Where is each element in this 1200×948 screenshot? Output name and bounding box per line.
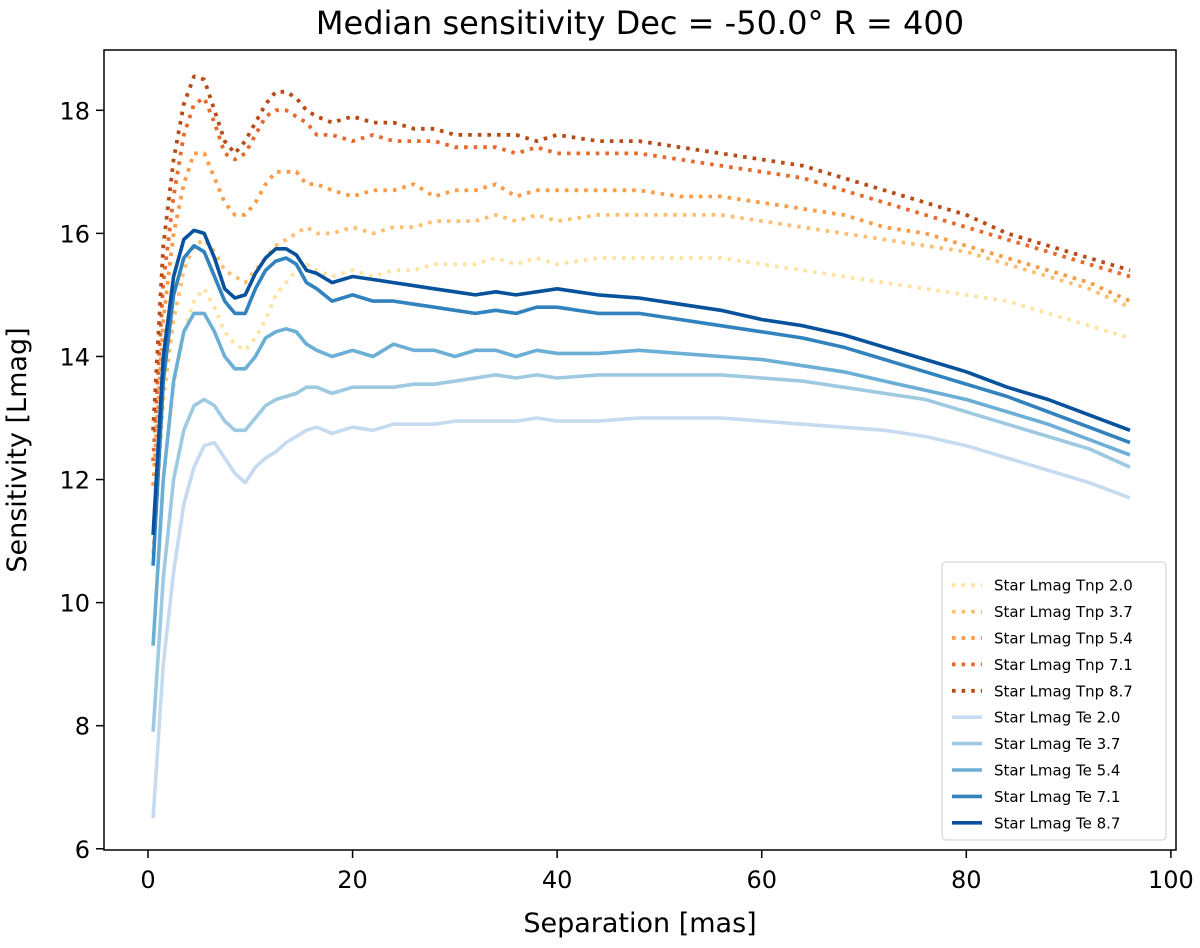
legend-entry: Star Lmag Tnp 5.4 (994, 630, 1133, 648)
plot-lines (151, 74, 1131, 819)
series-line-6 (151, 416, 1131, 819)
series-line-8 (151, 311, 1131, 646)
legend-entry: Star Lmag Tnp 2.0 (994, 577, 1133, 595)
legend-entry: Star Lmag Te 8.7 (994, 814, 1120, 832)
y-tick-label: 16 (59, 220, 90, 248)
legend-entry: Star Lmag Te 7.1 (994, 788, 1120, 806)
plot-frame (103, 49, 1177, 851)
y-tick-label: 6 (75, 836, 90, 864)
series-line-5 (151, 74, 1131, 431)
series-line-7 (151, 373, 1131, 732)
legend-entry: Star Lmag Te 2.0 (994, 709, 1120, 727)
legend: Star Lmag Tnp 2.0 Star Lmag Tnp 3.7 Star L… (941, 561, 1167, 841)
y-tick-label: 10 (59, 590, 90, 618)
x-axis-ticks: 0 20 40 60 80 100 (140, 850, 1194, 894)
y-tick-label: 12 (59, 467, 90, 495)
legend-entry: Star Lmag Te 5.4 (994, 762, 1120, 780)
series-line-10 (151, 228, 1131, 536)
y-tick-label: 14 (59, 343, 90, 371)
x-tick-label: 40 (542, 866, 573, 894)
y-tick-label: 8 (75, 713, 90, 741)
x-axis-label: Separation [mas] (523, 908, 756, 939)
legend-box (941, 561, 1167, 841)
x-tick-label: 60 (746, 866, 777, 894)
y-tick-label: 18 (59, 97, 90, 125)
x-tick-label: 0 (140, 866, 155, 894)
series-line-1 (151, 256, 1131, 646)
series-line-4 (151, 96, 1131, 462)
legend-entry: Star Lmag Tnp 8.7 (994, 682, 1133, 700)
legend-entry: Star Lmag Tnp 3.7 (994, 603, 1133, 621)
x-tick-label: 100 (1148, 866, 1194, 894)
y-axis-ticks: 6 8 10 12 14 16 18 (59, 97, 104, 864)
series-line-9 (151, 243, 1131, 566)
chart-title: Median sensitivity Dec = -50.0° R = 400 (316, 4, 964, 42)
legend-entry: Star Lmag Te 3.7 (994, 735, 1120, 753)
legend-entry: Star Lmag Tnp 7.1 (994, 656, 1133, 674)
series-line-3 (151, 151, 1131, 486)
y-axis-label: Sensitivity [Lmag] (2, 327, 33, 572)
x-tick-label: 20 (337, 866, 368, 894)
x-tick-label: 80 (951, 866, 982, 894)
